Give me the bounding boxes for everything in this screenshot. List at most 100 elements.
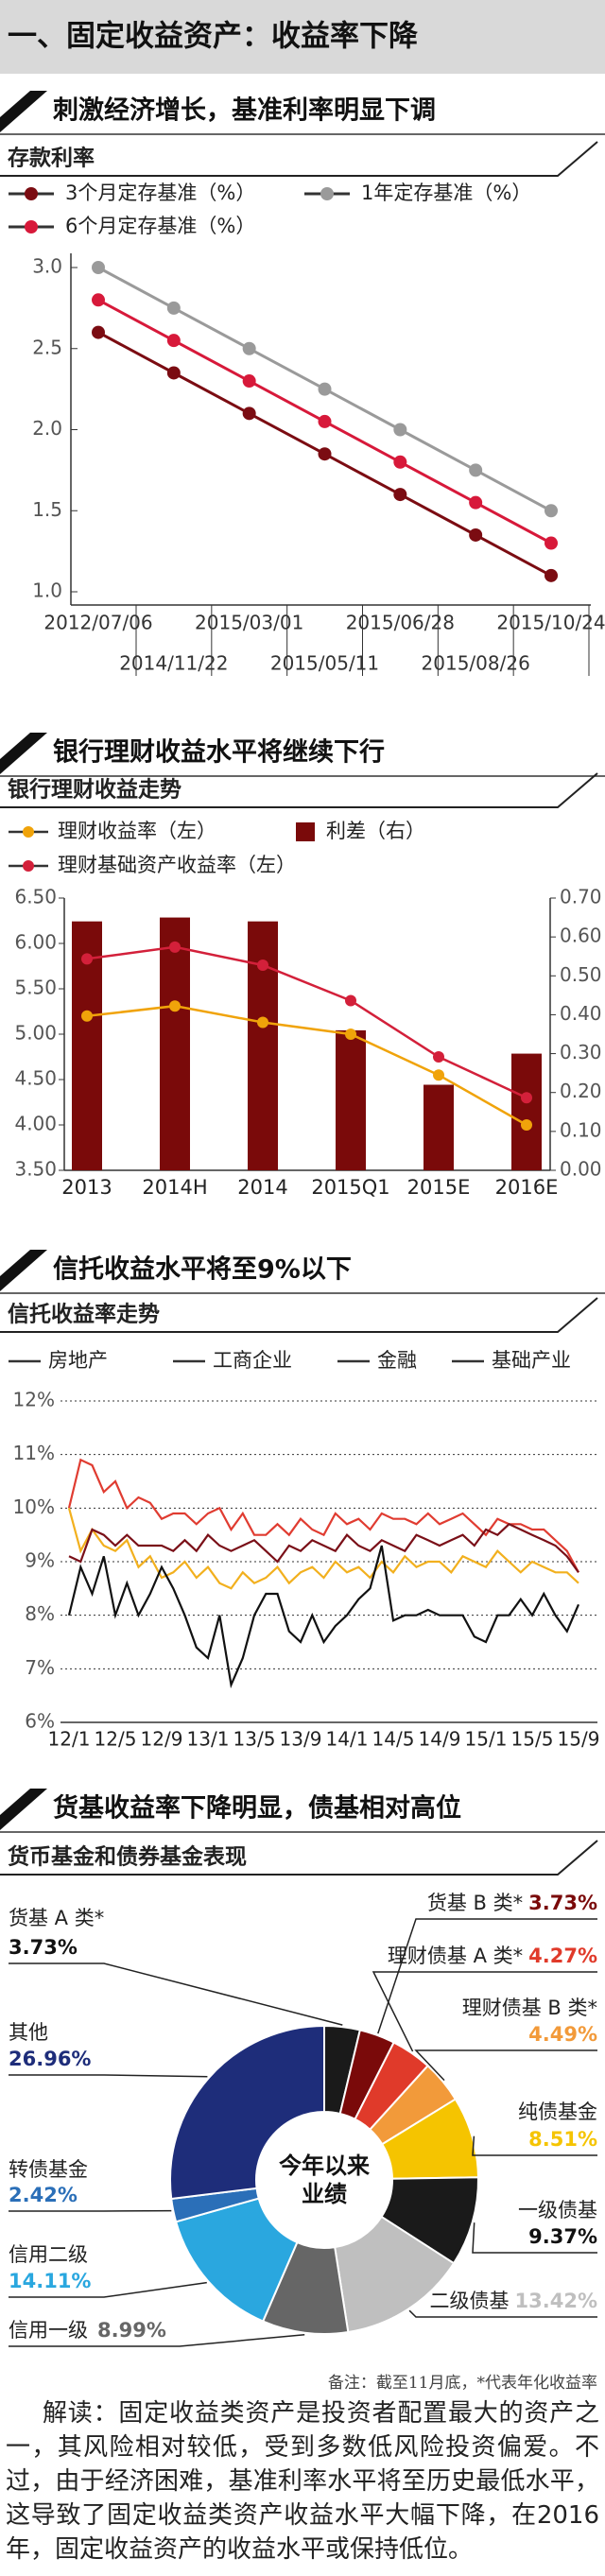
x-tick-label: 2015/03/01: [195, 612, 303, 634]
point: [433, 1051, 444, 1063]
x-tick-label: 2014/11/22: [119, 652, 228, 675]
leader-line: [377, 1918, 597, 2034]
slice-label: 理财债基 B 类*: [462, 1997, 597, 2019]
leader-line: [9, 2333, 305, 2347]
x-tick-label: 13/5: [233, 1728, 276, 1751]
y-tick-label: 6%: [25, 1710, 55, 1733]
slice-label: 货基 B 类*: [427, 1892, 523, 1914]
x-tick-label: 2014: [237, 1176, 287, 1199]
slice-label: 纯债基金: [518, 2101, 597, 2123]
y2-tick-label: 0.60: [560, 925, 602, 947]
series-line: [86, 1004, 527, 1127]
x-tick-label: 2015Q1: [311, 1176, 389, 1199]
point: [242, 406, 256, 421]
slice-value: 8.99%: [97, 2319, 166, 2342]
subtitle-rule: [0, 1297, 598, 1333]
heading-mark: [0, 91, 47, 132]
x-tick-label: 12/9: [141, 1728, 183, 1751]
header-title: 一、固定收益资产：收益率下降: [8, 20, 419, 54]
x-tick-label: 2013: [61, 1176, 112, 1199]
point: [469, 495, 483, 510]
legend-label: 1年定存基准（%）: [361, 182, 531, 204]
point: [257, 960, 268, 972]
y-tick-label: 12%: [13, 1389, 55, 1411]
point: [544, 568, 558, 582]
leader-line: [9, 1962, 343, 2026]
point: [521, 1119, 532, 1131]
point: [469, 463, 483, 477]
y-tick-label: 11%: [13, 1442, 55, 1464]
legend-label: 金融: [377, 1349, 417, 1372]
point: [318, 382, 332, 396]
y-tick-label: 5.50: [14, 977, 57, 999]
header-bar: [0, 0, 605, 74]
point: [393, 488, 407, 502]
point: [92, 261, 105, 274]
x-tick-label: 12/1: [48, 1728, 91, 1751]
leader-line: [472, 2135, 597, 2156]
point: [166, 366, 181, 380]
x-tick-label: 2015/06/28: [346, 612, 455, 634]
slice-label: 信用一级: [9, 2319, 88, 2342]
point: [81, 1010, 93, 1022]
point: [469, 527, 483, 542]
legend-marker: [25, 187, 38, 200]
legend-label: 房地产: [48, 1349, 108, 1372]
slice-value: 26.96%: [9, 2048, 91, 2070]
x-tick-label: 13/9: [280, 1728, 322, 1751]
y-tick-label: 3.50: [14, 1158, 57, 1181]
y2-tick-label: 0.10: [560, 1118, 602, 1141]
section-title: 银行理财收益水平将继续下行: [53, 737, 385, 768]
x-tick-label: 2014H: [142, 1176, 207, 1199]
x-tick-label: 15/5: [511, 1728, 554, 1751]
point: [544, 536, 558, 550]
series-line: [67, 1545, 580, 1689]
x-tick-label: 2015/05/11: [270, 652, 379, 675]
series-line: [86, 945, 527, 1099]
y-tick-label: 6.50: [14, 886, 57, 908]
legend-label: 6个月定存基准（%）: [65, 215, 255, 237]
y-tick-label: 5.00: [14, 1022, 57, 1045]
slice: [169, 2024, 325, 2201]
heading-mark: [0, 1789, 47, 1830]
commentary: 解读：固定收益类资产是投资者配置最大的资产之一，其风险相对较低，受到多数低风险投…: [6, 2399, 599, 2564]
legend-label: 利差（右）: [326, 820, 425, 842]
leader-line: [9, 2074, 208, 2078]
bar: [424, 1084, 454, 1170]
point: [242, 374, 256, 389]
y2-tick-label: 0.70: [560, 886, 602, 908]
point: [345, 1029, 356, 1040]
point: [92, 325, 105, 339]
section-title: 信托收益水平将至9%以下: [53, 1255, 352, 1285]
section-title: 货基收益率下降明显，债基相对高位: [53, 1793, 461, 1824]
x-tick-label: 2015/08/26: [422, 652, 530, 675]
point: [169, 1000, 181, 1012]
slice-label: 理财债基 A 类*: [388, 1945, 523, 1967]
x-tick-label: 14/5: [372, 1728, 415, 1751]
y-tick-label: 3.0: [32, 255, 62, 278]
point: [166, 334, 181, 348]
leader-line: [408, 2309, 597, 2318]
section-title: 刺激经济增长，基准利率明显下调: [53, 95, 436, 126]
series-line: [67, 1458, 579, 1573]
legend-label: 工商企业: [213, 1349, 292, 1372]
x-tick-label: 2012/07/06: [43, 612, 152, 634]
chart-subtitle: 存款利率: [8, 146, 95, 171]
point: [544, 504, 558, 518]
slice-value: 3.73%: [9, 1936, 78, 1959]
x-tick-label: 2016E: [495, 1176, 559, 1199]
y2-tick-label: 0.40: [560, 1002, 602, 1025]
y2-tick-label: 0.20: [560, 1080, 602, 1102]
slice-value: 4.27%: [528, 1945, 597, 1967]
y-tick-label: 4.00: [14, 1113, 57, 1135]
slice-value: 2.42%: [9, 2184, 78, 2206]
bar: [511, 1053, 542, 1170]
series-line: [67, 1508, 579, 1590]
legend-marker: [23, 826, 34, 838]
leader-line: [372, 1971, 597, 2052]
y2-tick-label: 0.30: [560, 1041, 602, 1063]
bar: [336, 1029, 366, 1170]
x-tick-label: 14/9: [419, 1728, 461, 1751]
y-tick-label: 2.5: [32, 336, 62, 358]
